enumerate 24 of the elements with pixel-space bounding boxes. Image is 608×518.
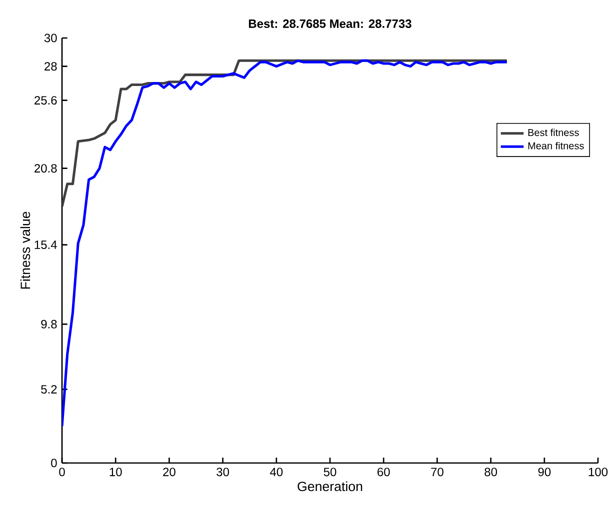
x-axis-title: Generation: [298, 481, 362, 492]
x-tick-label: 100: [588, 468, 608, 476]
chart-title: Best: 28.7685 Mean: 28.7733: [248, 19, 412, 28]
x-tick-label: 60: [378, 468, 390, 476]
x-tick-label: 70: [431, 468, 444, 476]
y-tick-label: 0: [51, 458, 57, 468]
x-tick-label: 50: [324, 468, 336, 476]
x-tick-label: 30: [216, 468, 230, 476]
y-tick-label: 30: [44, 34, 57, 42]
y-tick-label: 25.6: [34, 96, 57, 105]
y-axis-title: Fitness value: [20, 212, 30, 289]
x-tick-label: 20: [163, 468, 176, 476]
x-tick-label: 10: [110, 468, 122, 476]
y-tick-label: 9.8: [41, 320, 57, 328]
y-tick-label: 15.4: [34, 240, 57, 250]
y-tick-label: 5.2: [41, 385, 57, 394]
x-tick-label: 40: [270, 468, 283, 476]
y-tick-label: 20.8: [34, 164, 57, 173]
legend-label: Mean fitness: [528, 142, 584, 150]
x-tick-label: 0: [59, 468, 65, 476]
y-tick-label: 28: [44, 62, 57, 71]
x-tick-label: 90: [538, 468, 551, 476]
legend-label: Best fitness: [528, 128, 579, 136]
x-tick-label: 80: [484, 468, 498, 476]
